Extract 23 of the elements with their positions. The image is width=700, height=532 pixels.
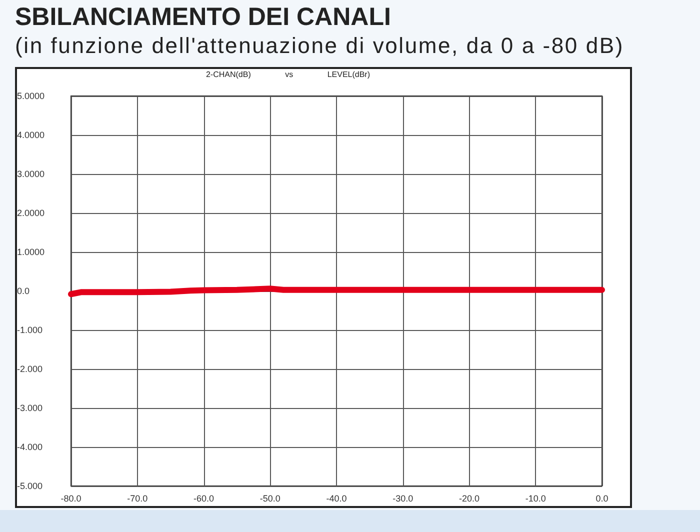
y-tick-label: -3.000 [17,403,43,413]
y-tick-label: -5.000 [17,481,43,491]
y-tick-label: -2.000 [17,364,43,374]
y-tick-label: 1.0000 [17,247,45,257]
y-tick-label: 0.0 [17,286,30,296]
x-tick-label: -80.0 [60,494,82,504]
chart-title: SBILANCIAMENTO DEI CANALI [15,3,391,32]
x-tick-label: 0.0 [596,494,608,504]
x-tick-label: -70.0 [127,494,148,504]
y-tick-label: -4.000 [17,442,43,452]
x-tick-label: -10.0 [525,494,546,504]
x-tick-label: -30.0 [392,494,414,504]
x-tick-label: -50.0 [260,494,280,504]
y-tick-label: 2.0000 [17,208,45,218]
text: 2-CHAN(dB) vs LEVEL(dBr) [204,69,372,81]
x-tick-label: -40.0 [326,494,347,504]
y-tick-label: 3.0000 [17,169,45,179]
y-tick-label: 4.0000 [17,130,45,140]
chart-subtitle: (in funzione dell'attenuazione di volume, da 0 a -80 dB) [15,33,624,59]
y-tick-label: -1.000 [17,325,43,335]
y-tick-label: 5.0000 [17,91,45,101]
x-tick-label: -20.0 [458,494,480,504]
x-tick-label: -60.0 [193,494,214,504]
